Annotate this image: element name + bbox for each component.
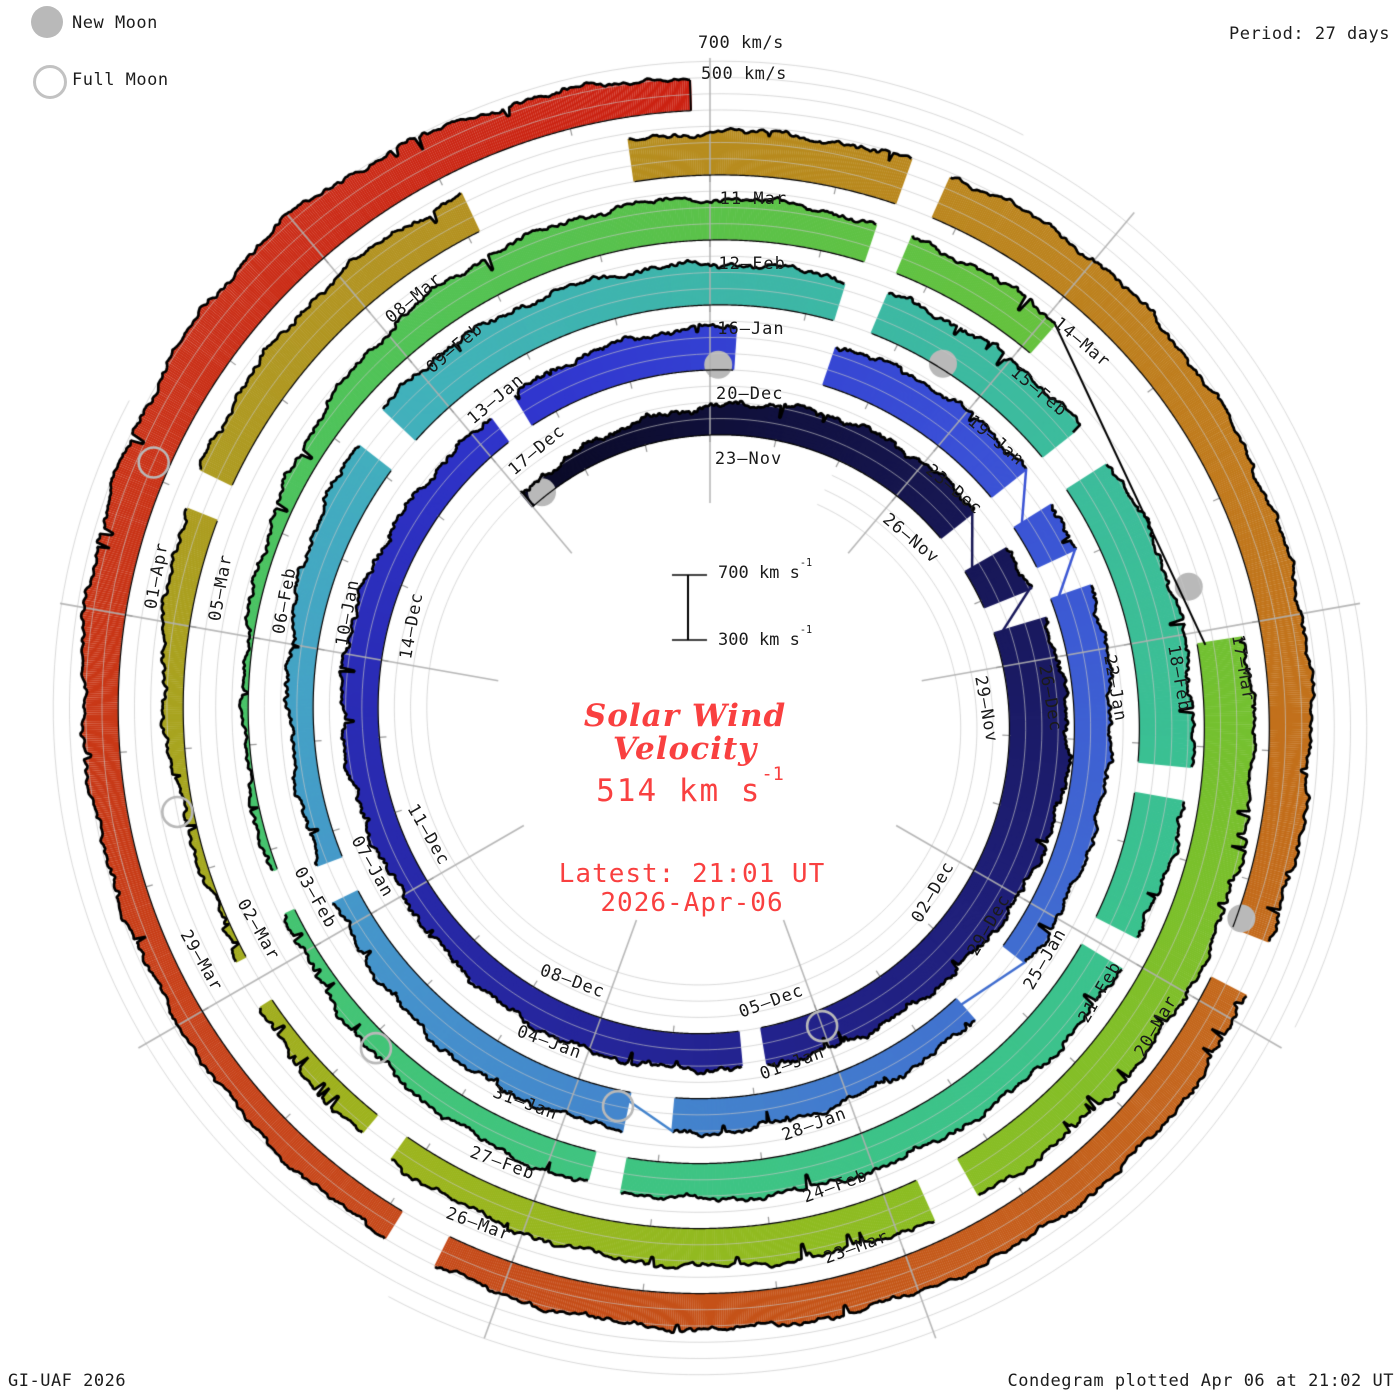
outer-scale-700: 700 km/s <box>698 33 784 53</box>
inner-scale-700-sup: -1 <box>799 558 813 570</box>
chart-title-line1: Solar Wind <box>583 698 787 734</box>
current-velocity-text: 514 km s <box>596 773 762 809</box>
date-label: 12–Feb <box>718 254 786 275</box>
chart-title-line2: Velocity <box>612 731 758 767</box>
period-label: Period: 27 days <box>1228 24 1390 44</box>
outer-scale-500: 500 km/s <box>701 64 787 84</box>
legend-new-moon-label: New Moon <box>72 13 158 33</box>
chart-title: Solar Wind Velocity <box>485 700 885 766</box>
inner-scale-700: 700 km s-1 <box>718 558 812 583</box>
inner-scale-700-text: 700 km s <box>718 563 800 583</box>
credit-label: GI-UAF 2026 <box>8 1371 127 1391</box>
new-moon-icon <box>31 6 63 38</box>
date-label: 20–Dec <box>716 384 784 405</box>
current-velocity-sup: -1 <box>761 764 784 786</box>
latest-date: 2026-Apr-06 <box>600 888 784 918</box>
inner-scale-300: 300 km s-1 <box>718 625 812 650</box>
plotted-label: Condegram plotted Apr 06 at 21:02 UT <box>1007 1371 1394 1391</box>
latest-timestamp: Latest: 21:01 UT 2026-Apr-06 <box>492 860 892 918</box>
date-label: 11–Mar <box>719 189 788 210</box>
date-label: 16–Jan <box>717 319 785 340</box>
inner-scale-300-text: 300 km s <box>718 630 800 650</box>
legend-full-moon-label: Full Moon <box>72 70 169 90</box>
date-label: 23–Nov <box>714 449 783 470</box>
full-moon-icon <box>33 65 67 99</box>
latest-time: Latest: 21:01 UT <box>558 859 826 889</box>
inner-scale-300-sup: -1 <box>799 625 813 637</box>
current-velocity-value: 514 km s-1 <box>490 764 890 809</box>
